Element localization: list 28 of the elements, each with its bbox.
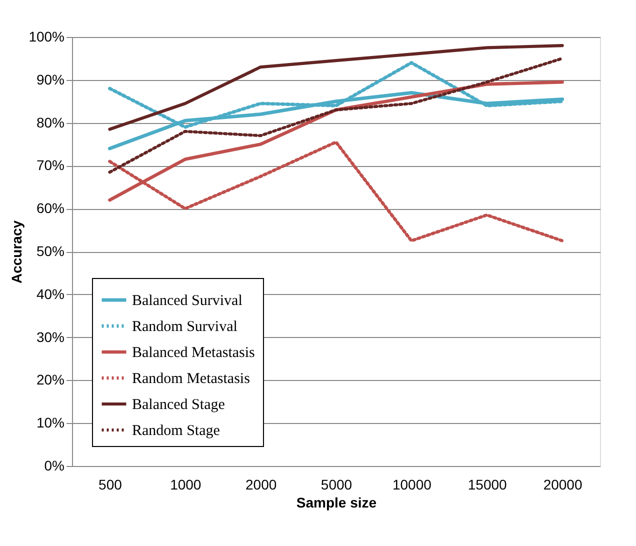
y-tick-label: 10% xyxy=(36,414,64,431)
y-tick-label: 60% xyxy=(36,200,64,216)
x-tick-label: 500 xyxy=(98,476,122,492)
line-series xyxy=(108,44,564,131)
y-tick-label: 20% xyxy=(36,372,64,388)
x-tick-label: 15000 xyxy=(468,476,508,492)
legend-label: Random Survival xyxy=(132,319,238,335)
legend-label: Random Metastasis xyxy=(132,371,250,387)
x-tick-label: 5000 xyxy=(320,476,352,492)
y-tick-label: 70% xyxy=(36,157,64,174)
x-tick-label: 20000 xyxy=(543,476,582,492)
y-tick-label: 90% xyxy=(36,71,64,88)
y-tick-label: 50% xyxy=(36,243,64,259)
x-tick-label: 10000 xyxy=(392,476,432,492)
line-series xyxy=(108,56,564,174)
y-tick-label: 0% xyxy=(44,458,64,474)
legend-label: Balanced Metastasis xyxy=(132,345,256,361)
x-tick-label: 1000 xyxy=(170,476,202,492)
y-tick-label: 40% xyxy=(36,286,64,302)
y-tick-label: 100% xyxy=(28,28,64,44)
legend-label: Random Stage xyxy=(132,423,220,439)
y-tick-label: 80% xyxy=(36,114,64,130)
x-tick-label: 2000 xyxy=(245,476,277,492)
legend-label: Balanced Stage xyxy=(132,397,226,413)
y-axis-title: Accuracy xyxy=(8,220,25,284)
x-axis-title: Sample size xyxy=(296,494,377,510)
legend-label: Balanced Survival xyxy=(132,293,242,309)
y-tick-label: 30% xyxy=(36,328,64,345)
